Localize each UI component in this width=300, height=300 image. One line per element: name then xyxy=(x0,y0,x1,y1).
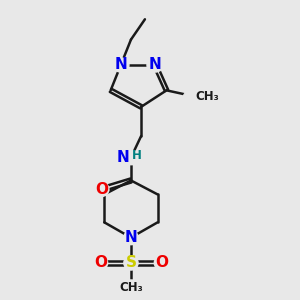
Text: N: N xyxy=(149,58,161,73)
Text: O: O xyxy=(95,182,108,197)
Text: CH₃: CH₃ xyxy=(196,90,219,103)
Text: CH₃: CH₃ xyxy=(119,280,143,294)
Ellipse shape xyxy=(93,256,108,270)
Ellipse shape xyxy=(147,58,163,72)
Text: H: H xyxy=(132,149,142,162)
Ellipse shape xyxy=(124,230,138,245)
Text: N: N xyxy=(124,230,137,245)
Ellipse shape xyxy=(154,256,169,270)
Ellipse shape xyxy=(95,182,109,196)
Text: O: O xyxy=(155,256,168,271)
Ellipse shape xyxy=(184,90,208,104)
Text: S: S xyxy=(125,256,136,271)
Text: N: N xyxy=(114,58,127,73)
Ellipse shape xyxy=(113,58,129,72)
Text: N: N xyxy=(116,150,129,165)
Ellipse shape xyxy=(120,151,142,165)
Ellipse shape xyxy=(124,256,138,270)
Text: O: O xyxy=(94,256,107,271)
Ellipse shape xyxy=(119,280,142,294)
